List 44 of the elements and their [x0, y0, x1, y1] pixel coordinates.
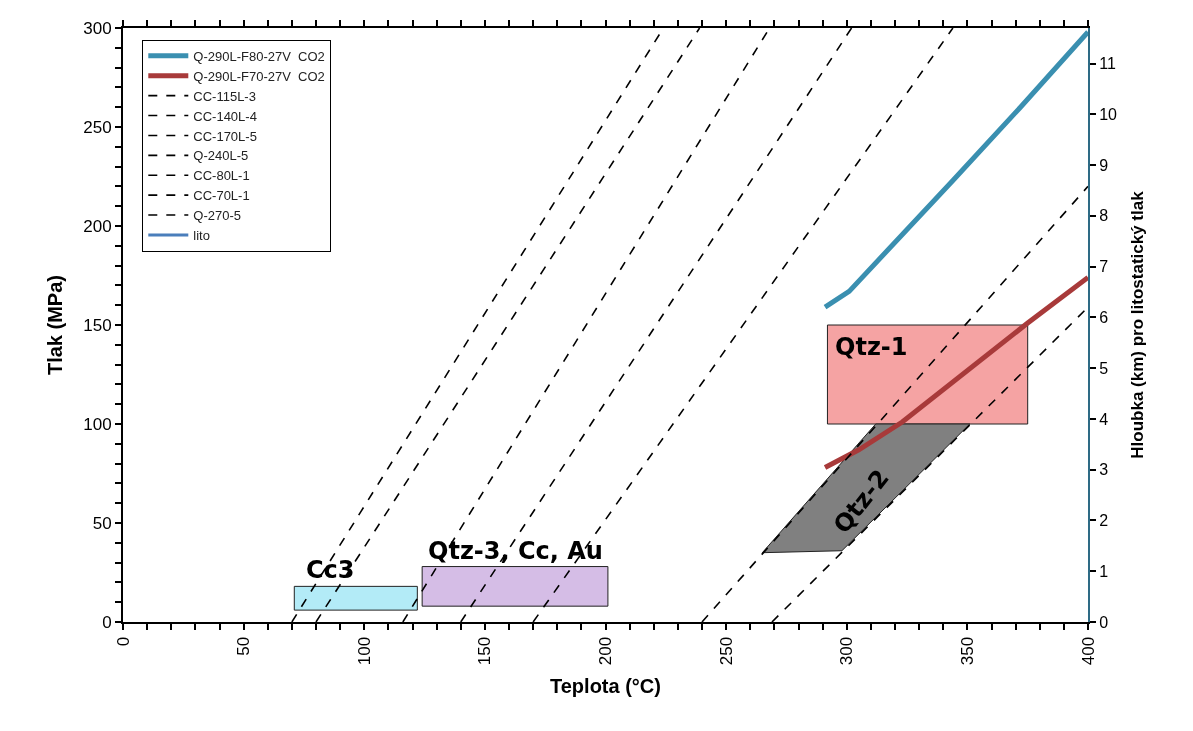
legend-label: CC-115L-3 [193, 88, 256, 104]
y2-tick-label: 8 [1099, 207, 1109, 225]
legend-label: lito [193, 228, 210, 243]
x-axis-title: Teplota (°C) [550, 675, 661, 698]
y2-tick-label: 1 [1099, 562, 1109, 580]
x-tick-label: 200 [596, 636, 616, 666]
y-axis-title: Tlak (MPa) [44, 274, 67, 376]
y2-tick-label: 4 [1099, 410, 1109, 428]
y-tick-label: 150 [83, 315, 112, 335]
series-label: Qtz-1 [835, 333, 908, 361]
x-tick-label: 100 [354, 636, 374, 666]
y2-tick-label: 3 [1099, 461, 1109, 479]
y2-tick-label: 0 [1099, 613, 1109, 631]
y2-axis-title: Hloubka (km) pro litostatický tlak [1128, 190, 1147, 459]
x-tick-label: 0 [113, 636, 133, 647]
y2-tick-label: 11 [1099, 55, 1116, 73]
x-tick-label: 50 [234, 636, 254, 656]
y-tick-label: 300 [83, 18, 112, 38]
x-tick-label: 350 [957, 636, 977, 666]
legend-label: CC-80L-1 [193, 168, 250, 184]
y-tick-label: 200 [83, 216, 112, 236]
y-tick-label: 100 [83, 414, 112, 434]
x-tick-label: 400 [1078, 636, 1098, 666]
y2-tick-label: 7 [1099, 258, 1109, 276]
y2-tick-label: 5 [1099, 359, 1109, 377]
y2-tick-label: 2 [1099, 512, 1109, 530]
y2-tick-label: 10 [1099, 105, 1118, 123]
legend-label: CC-140L-4 [193, 108, 257, 124]
x-tick-label: 300 [837, 636, 857, 666]
legend-label: Q-240L-5 [193, 148, 249, 164]
y2-tick-label: 9 [1099, 156, 1109, 174]
y-tick-label: 50 [92, 513, 112, 533]
x-tick-label: 250 [716, 636, 736, 666]
legend-label: CC-170L-5 [193, 128, 257, 144]
y2-tick-label: 6 [1099, 308, 1109, 326]
legend-label: Q-290L-F80-27V CO2 [193, 48, 325, 64]
legend-label: Q-290L-F70-27V CO2 [193, 68, 325, 84]
y-tick-label: 250 [83, 117, 112, 137]
legend-label: CC-70L-1 [193, 188, 250, 204]
y-tick-label: 0 [102, 612, 112, 632]
x-tick-label: 150 [475, 636, 495, 666]
legend-label: Q-270-5 [193, 208, 241, 224]
series-label: Qtz-3, Cc, Au [428, 537, 603, 565]
series-label: Cc3 [306, 556, 355, 584]
